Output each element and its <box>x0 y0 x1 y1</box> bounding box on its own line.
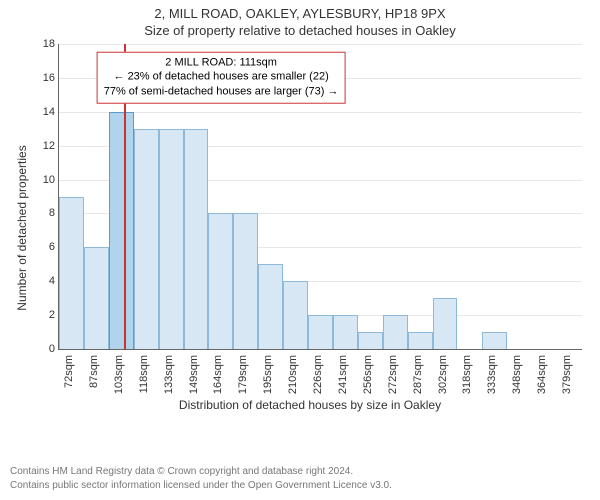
y-tick-label: 4 <box>49 275 59 287</box>
x-tick-label: 348sqm <box>511 355 523 394</box>
gridline <box>59 112 582 113</box>
y-tick-label: 18 <box>43 38 59 50</box>
x-tick-label: 364sqm <box>536 355 548 394</box>
histogram-bar <box>233 213 258 349</box>
annotation-line: ← 23% of detached houses are smaller (22… <box>104 70 339 85</box>
footer-line1: Contains HM Land Registry data © Crown c… <box>10 465 590 479</box>
y-axis-label: Number of detached properties <box>15 145 29 310</box>
histogram-bar <box>482 332 507 349</box>
y-tick-label: 2 <box>49 309 59 321</box>
y-tick-label: 16 <box>43 72 59 84</box>
histogram-bar <box>358 332 383 349</box>
x-tick-label: 87sqm <box>88 355 100 388</box>
x-tick-label: 256sqm <box>362 355 374 394</box>
histogram-bar <box>84 247 109 349</box>
y-tick-label: 14 <box>43 106 59 118</box>
annotation-box: 2 MILL ROAD: 111sqm← 23% of detached hou… <box>97 51 346 104</box>
histogram-bar <box>134 129 159 349</box>
x-tick-label: 149sqm <box>188 355 200 394</box>
x-tick-label: 318sqm <box>461 355 473 394</box>
x-tick-label: 118sqm <box>138 355 150 393</box>
gridline <box>59 44 582 45</box>
histogram-bar <box>433 298 458 349</box>
x-tick-label: 272sqm <box>387 355 399 394</box>
y-tick-label: 12 <box>43 140 59 152</box>
annotation-line: 2 MILL ROAD: 111sqm <box>104 55 339 70</box>
x-tick-label: 103sqm <box>113 355 125 394</box>
x-tick-label: 379sqm <box>561 355 573 394</box>
footer-line2: Contains public sector information licen… <box>10 479 590 493</box>
x-axis-label: Distribution of detached houses by size … <box>32 398 588 412</box>
y-tick-label: 0 <box>49 343 59 355</box>
histogram-bar <box>333 315 358 349</box>
chart-area: Number of detached properties 0246810121… <box>32 44 588 412</box>
x-tick-label: 179sqm <box>237 355 249 394</box>
x-tick-label: 241sqm <box>337 355 349 394</box>
histogram-bar <box>383 315 408 349</box>
plot-region: 02468101214161872sqm87sqm103sqm118sqm133… <box>58 44 582 350</box>
x-tick-label: 333sqm <box>486 355 498 394</box>
x-tick-label: 133sqm <box>163 355 175 394</box>
x-tick-label: 164sqm <box>212 355 224 394</box>
x-tick-label: 226sqm <box>312 355 324 394</box>
histogram-bar <box>159 129 184 349</box>
page-title-line2: Size of property relative to detached ho… <box>0 21 600 38</box>
histogram-bar <box>283 281 308 349</box>
y-tick-label: 10 <box>43 174 59 186</box>
histogram-bar <box>59 197 84 350</box>
histogram-bar <box>208 213 233 349</box>
footer-attribution: Contains HM Land Registry data © Crown c… <box>0 459 600 500</box>
x-tick-label: 302sqm <box>437 355 449 394</box>
x-tick-label: 210sqm <box>287 355 299 394</box>
y-tick-label: 8 <box>49 207 59 219</box>
y-tick-label: 6 <box>49 241 59 253</box>
histogram-bar <box>258 264 283 349</box>
annotation-line: 77% of semi-detached houses are larger (… <box>104 85 339 100</box>
x-tick-label: 72sqm <box>63 355 75 388</box>
histogram-bar <box>408 332 433 349</box>
histogram-bar <box>184 129 209 349</box>
histogram-bar-highlight <box>109 112 134 349</box>
x-tick-label: 195sqm <box>262 355 274 394</box>
page-title-line1: 2, MILL ROAD, OAKLEY, AYLESBURY, HP18 9P… <box>0 0 600 21</box>
x-tick-label: 287sqm <box>412 355 424 394</box>
histogram-bar <box>308 315 333 349</box>
